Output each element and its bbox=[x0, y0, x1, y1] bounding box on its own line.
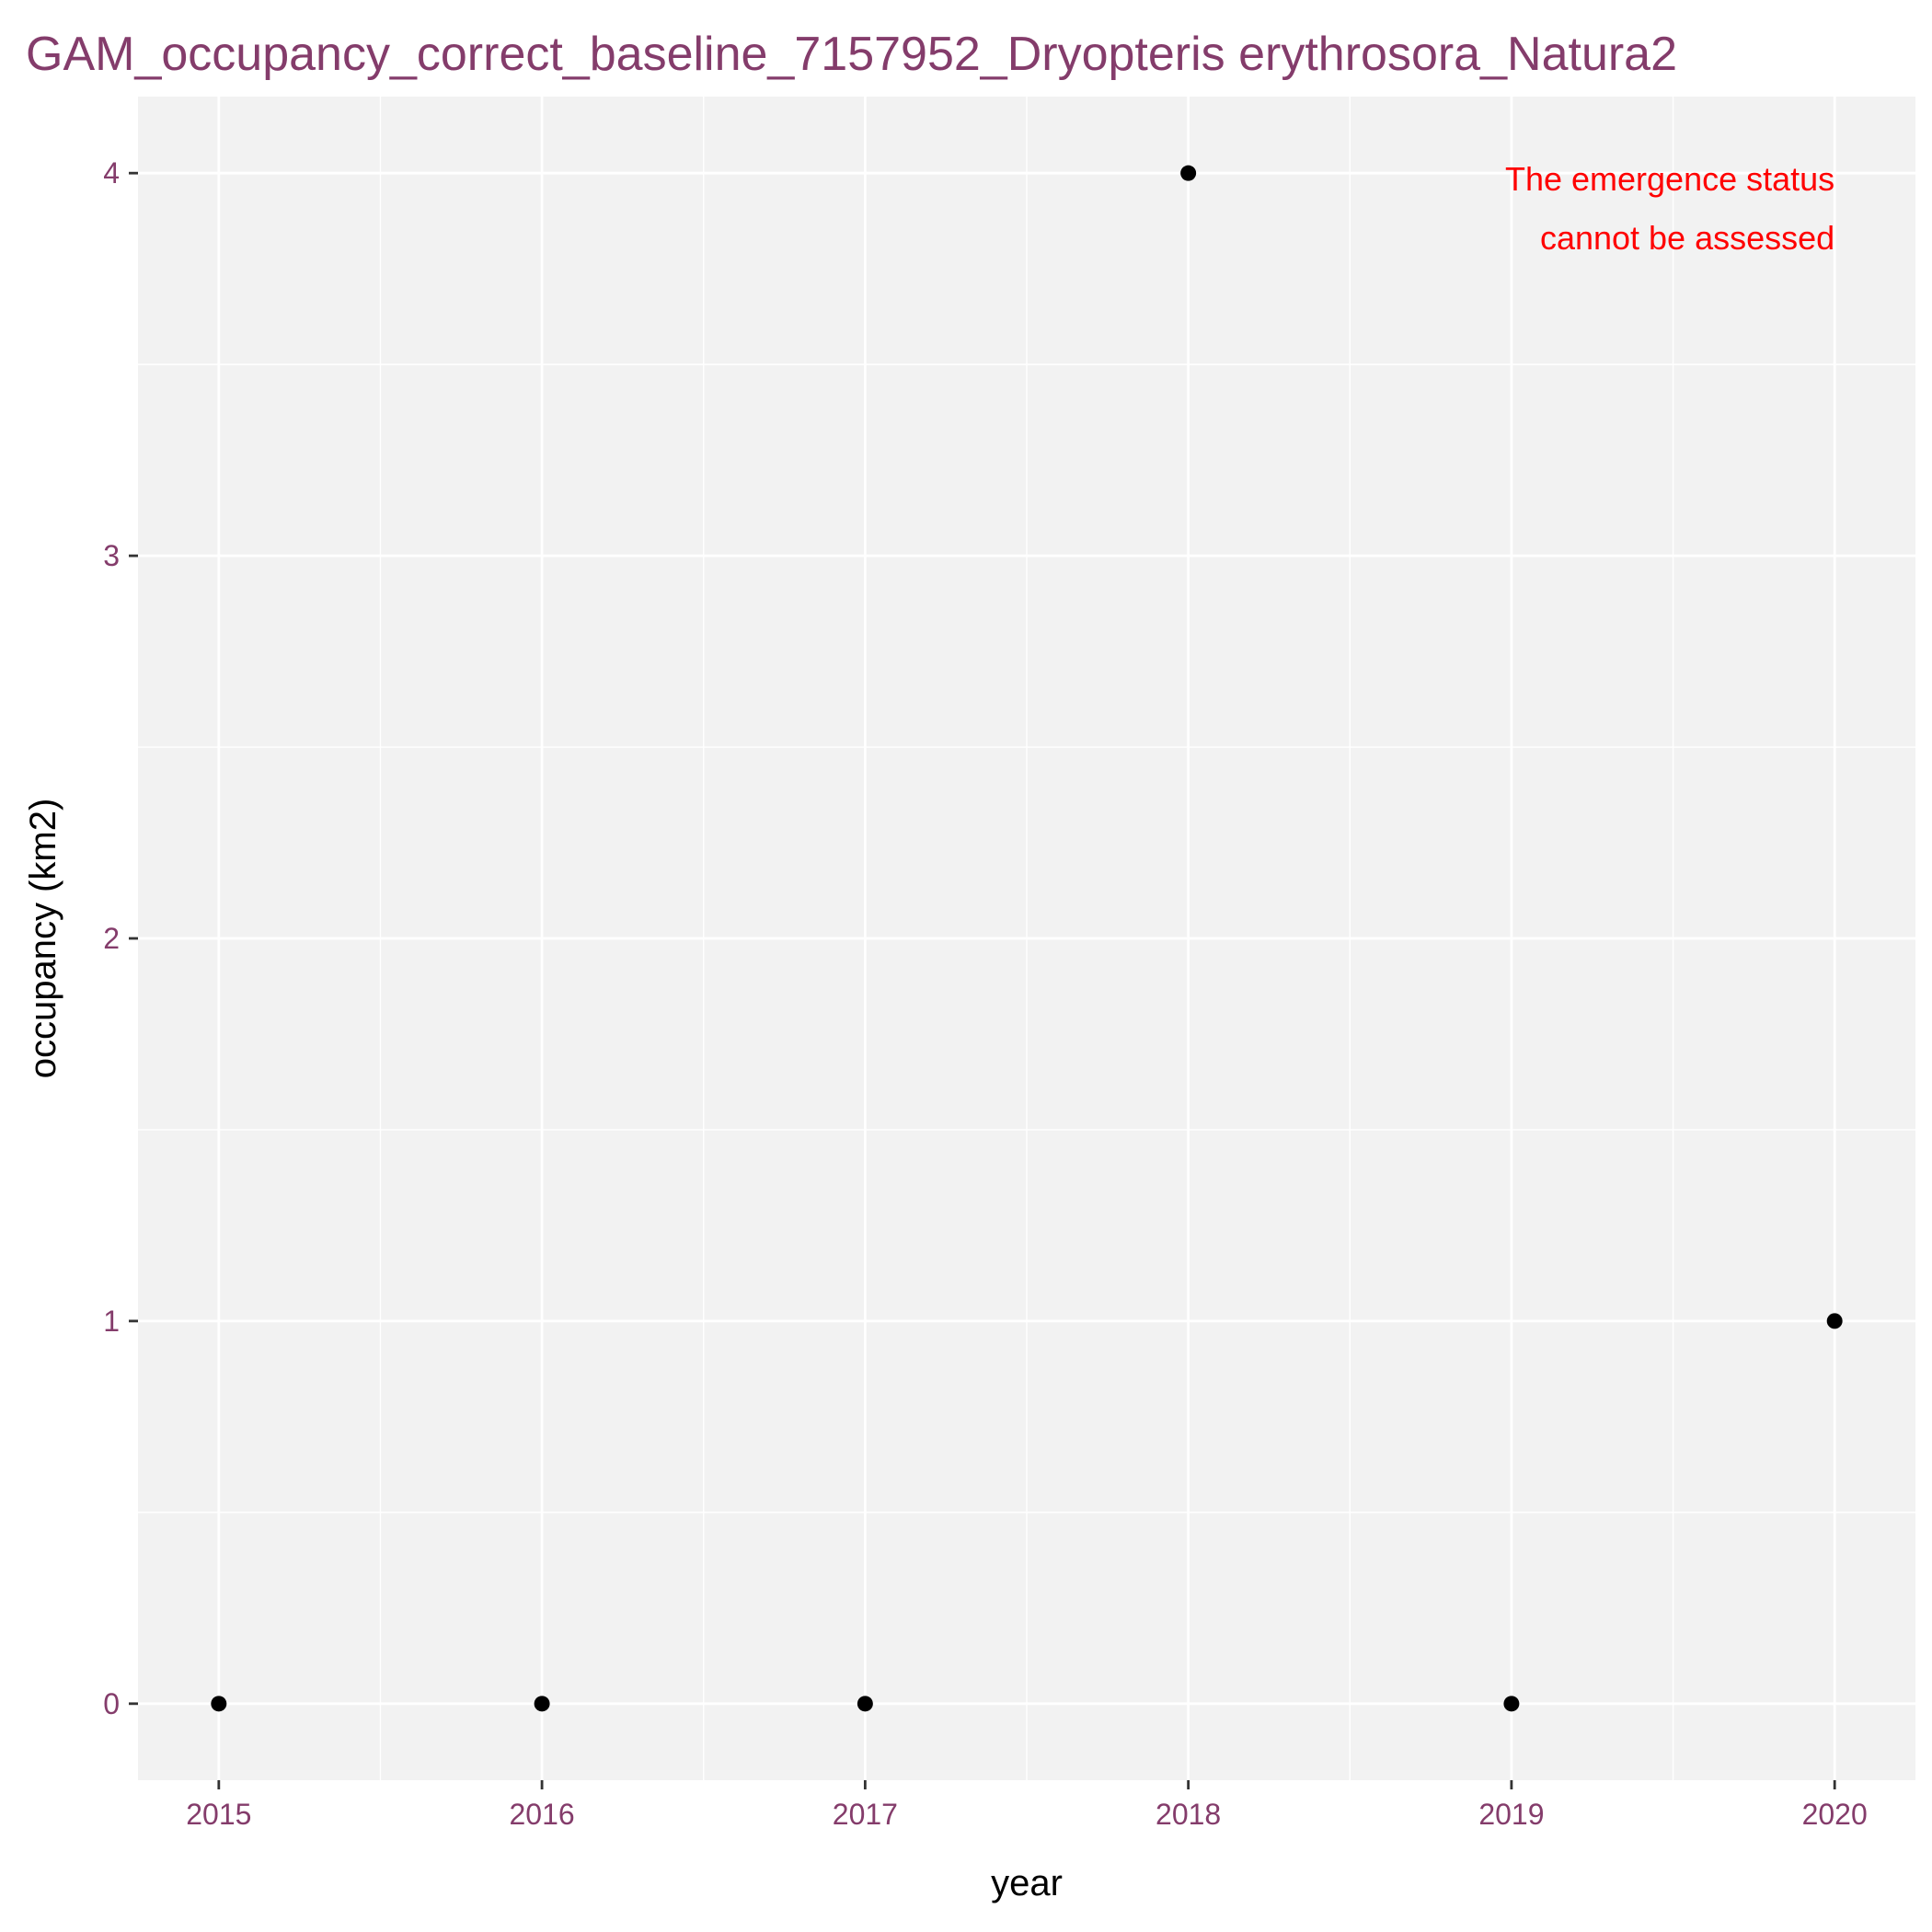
y-axis-title: occupancy (km2) bbox=[23, 799, 63, 1079]
x-axis: 2015 2016 2017 2018 2019 2020 bbox=[186, 1780, 1868, 1831]
y-tick-label: 4 bbox=[103, 156, 120, 190]
data-point bbox=[1503, 1696, 1520, 1712]
annotation-line: The emergence status bbox=[1505, 160, 1834, 198]
y-tick-label: 1 bbox=[103, 1305, 120, 1338]
annotation: The emergence status cannot be assessed bbox=[1505, 160, 1834, 257]
x-tick-label: 2016 bbox=[509, 1798, 574, 1831]
data-point bbox=[857, 1696, 873, 1712]
y-axis: 0 1 2 3 4 bbox=[103, 156, 138, 1720]
data-point bbox=[534, 1696, 550, 1712]
chart-title: GAM_occupancy_correct_baseline_7157952_D… bbox=[26, 28, 1677, 81]
data-point bbox=[1826, 1313, 1843, 1329]
y-tick-label: 3 bbox=[103, 539, 120, 572]
data-points bbox=[211, 165, 1843, 1712]
x-tick-label: 2015 bbox=[186, 1798, 251, 1831]
x-tick-label: 2019 bbox=[1478, 1798, 1544, 1831]
major-gridlines bbox=[138, 97, 1915, 1780]
x-tick-label: 2018 bbox=[1156, 1798, 1221, 1831]
data-point bbox=[1180, 165, 1197, 181]
y-tick-label: 0 bbox=[103, 1687, 120, 1720]
x-axis-title: year bbox=[991, 1863, 1063, 1903]
y-tick-label: 2 bbox=[103, 922, 120, 955]
x-tick-label: 2020 bbox=[1802, 1798, 1868, 1831]
annotation-line: cannot be assessed bbox=[1540, 219, 1834, 257]
x-tick-label: 2017 bbox=[833, 1798, 898, 1831]
data-point bbox=[211, 1696, 227, 1712]
